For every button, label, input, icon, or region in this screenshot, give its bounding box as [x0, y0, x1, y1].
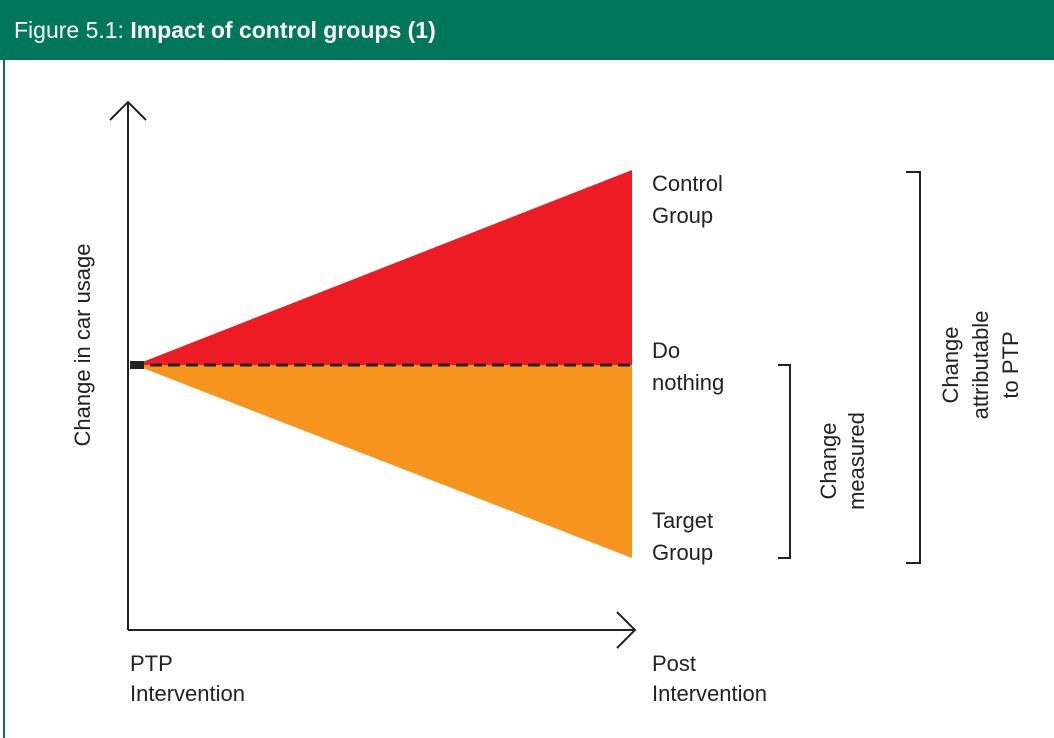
y-axis-label: Change in car usage [70, 243, 95, 446]
figure-number: Figure 5.1: [14, 17, 124, 43]
target-area [135, 365, 632, 558]
axes [109, 100, 921, 649]
x-end-label: Post Intervention [652, 651, 767, 706]
bracket-attributable [906, 171, 921, 564]
figure-title: Impact of control groups (1) [130, 17, 436, 43]
control-label: Control Group [652, 171, 723, 228]
x-start-label: PTP Intervention [130, 651, 245, 706]
control-area [135, 170, 632, 365]
do-nothing-label: Do nothing [652, 338, 724, 395]
y-arrow [109, 100, 147, 121]
header: Figure 5.1: Impact of control groups (1) [0, 0, 1054, 60]
x-arrow [616, 611, 637, 649]
target-label: Target Group [652, 508, 713, 565]
bracket-measured [778, 364, 791, 559]
measured-label: Change measured [816, 412, 869, 510]
attributable-label: Change attributable to PTP [938, 311, 1023, 420]
origin-mark [130, 361, 144, 369]
